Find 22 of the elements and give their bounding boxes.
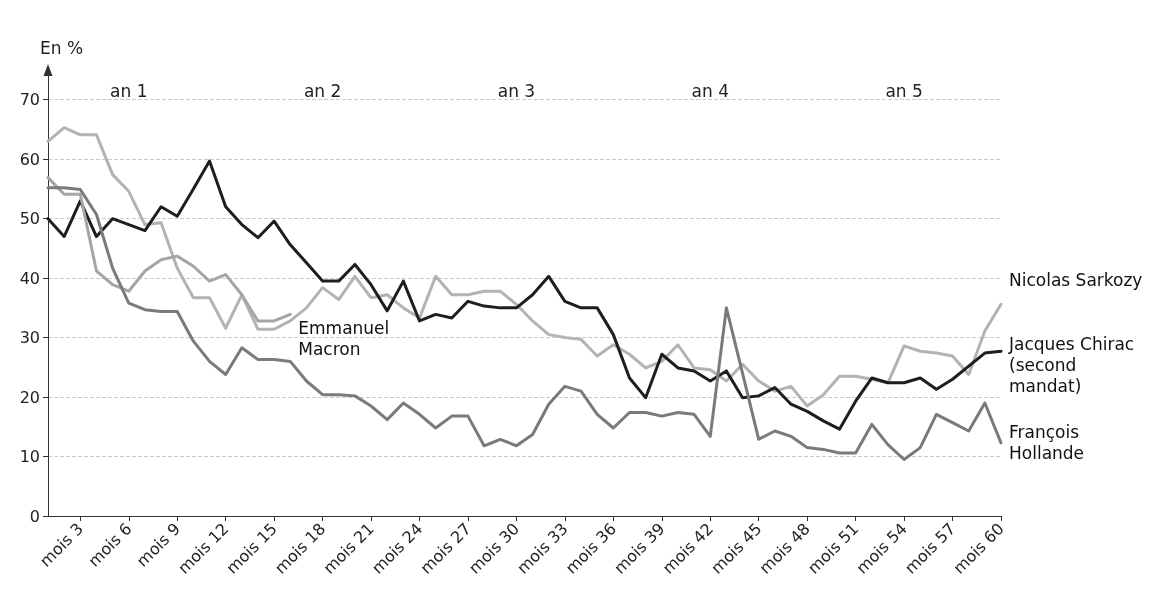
y-tick-label: 20 [19,387,40,407]
annotation: an 1 [110,80,148,101]
annotation: an 3 [497,80,536,101]
y-tick-label: 30 [19,328,40,348]
annotation: an 4 [691,80,729,101]
y-tick-label: 0 [29,506,40,526]
line-series [46,159,1003,431]
series-label: François Hollande [1009,422,1085,464]
line-series [46,126,1003,408]
y-tick-label: 70 [19,90,40,110]
series-label: Emmanuel Macron [298,317,395,359]
series-label: Jacques Chirac (second mandat) [1008,334,1140,397]
annotation: an 2 [303,80,342,101]
y-axis-title: En % [40,37,84,58]
line-series [46,186,1003,462]
series-label: Nicolas Sarkozy [1009,270,1143,291]
y-tick-label: 10 [19,447,40,467]
y-tick-label: 60 [19,149,40,169]
y-tick-label: 50 [19,209,40,229]
annotation: an 5 [885,80,923,101]
y-tick-label: 40 [19,268,40,288]
line-series [46,176,292,323]
